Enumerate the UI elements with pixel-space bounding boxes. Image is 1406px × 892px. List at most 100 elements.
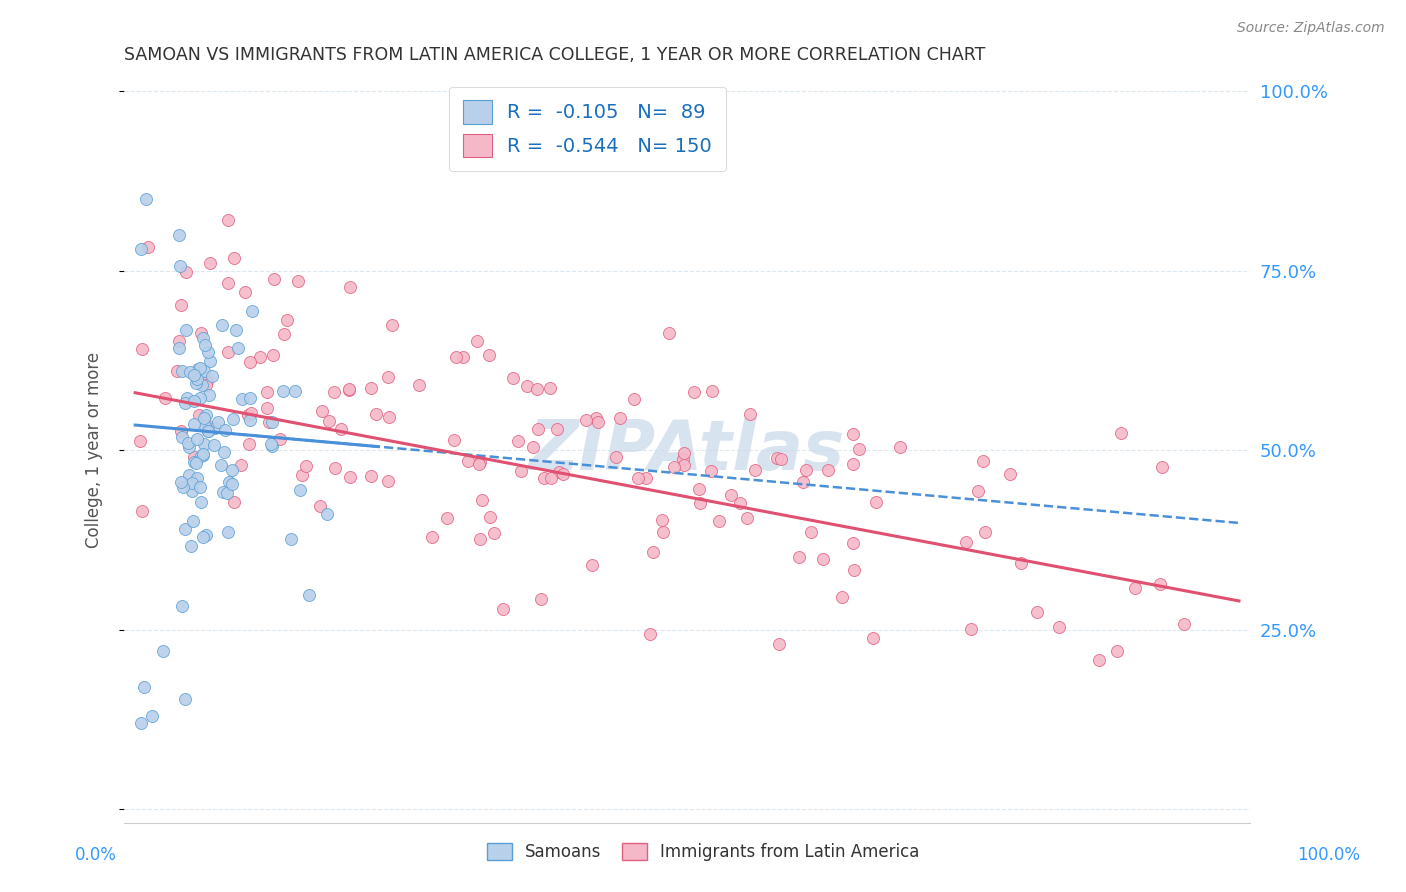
Point <box>585 411 607 425</box>
Point <box>509 464 531 478</box>
Point <box>744 463 766 477</box>
Point <box>173 396 195 410</box>
Point <box>817 462 839 476</box>
Point <box>172 599 194 614</box>
Point <box>204 420 226 434</box>
Point <box>177 436 200 450</box>
Point <box>288 483 311 498</box>
Point <box>492 602 515 616</box>
Point <box>187 408 209 422</box>
Point <box>180 539 202 553</box>
Point <box>533 471 555 485</box>
Point <box>738 407 761 421</box>
Point <box>339 470 361 484</box>
Point <box>188 480 211 494</box>
Point <box>197 418 219 433</box>
Point <box>443 433 465 447</box>
Point <box>446 351 468 365</box>
Point <box>848 442 870 457</box>
Point <box>197 344 219 359</box>
Point <box>467 334 489 348</box>
Point <box>311 404 333 418</box>
Point <box>484 525 506 540</box>
Point <box>315 508 337 522</box>
Point <box>260 436 283 450</box>
Point <box>673 458 696 473</box>
Point <box>683 385 706 400</box>
Point <box>298 588 321 602</box>
Point <box>636 471 658 485</box>
Point <box>207 415 229 429</box>
Point <box>239 392 262 406</box>
Point <box>167 334 190 348</box>
Point <box>470 455 492 469</box>
Point <box>132 680 155 694</box>
Point <box>195 408 218 422</box>
Point <box>193 437 215 451</box>
Point <box>170 475 193 489</box>
Point <box>190 449 212 463</box>
Point <box>658 326 681 341</box>
Point <box>974 524 997 539</box>
Point <box>186 432 208 446</box>
Point <box>502 370 524 384</box>
Point <box>249 350 271 364</box>
Point <box>198 388 221 402</box>
Point <box>183 417 205 431</box>
Point <box>831 590 853 604</box>
Point <box>530 591 553 606</box>
Point <box>471 492 494 507</box>
Point <box>553 467 575 481</box>
Point <box>323 460 346 475</box>
Y-axis label: College, 1 year or more: College, 1 year or more <box>86 352 103 549</box>
Point <box>588 415 610 429</box>
Point <box>194 418 217 433</box>
Point <box>720 488 742 502</box>
Point <box>546 422 568 436</box>
Point <box>169 259 191 273</box>
Point <box>260 440 283 454</box>
Point <box>1173 617 1195 632</box>
Point <box>141 708 163 723</box>
Point <box>276 312 298 326</box>
Point <box>193 447 215 461</box>
Point <box>280 533 302 547</box>
Point <box>262 415 284 429</box>
Point <box>309 499 332 513</box>
Point <box>651 524 673 539</box>
Point <box>129 716 152 731</box>
Point <box>135 192 157 206</box>
Point <box>239 355 262 369</box>
Point <box>766 451 789 466</box>
Point <box>1150 459 1173 474</box>
Point <box>318 414 340 428</box>
Point <box>173 522 195 536</box>
Point <box>339 383 361 397</box>
Point <box>193 364 215 378</box>
Text: SAMOAN VS IMMIGRANTS FROM LATIN AMERICA COLLEGE, 1 YEAR OR MORE CORRELATION CHAR: SAMOAN VS IMMIGRANTS FROM LATIN AMERICA … <box>124 46 986 64</box>
Point <box>609 410 631 425</box>
Point <box>191 331 214 345</box>
Point <box>457 454 479 468</box>
Point <box>238 437 260 451</box>
Point <box>195 378 218 392</box>
Point <box>186 470 208 484</box>
Point <box>231 392 253 406</box>
Point <box>190 326 212 341</box>
Point <box>1010 557 1032 571</box>
Point <box>183 368 205 383</box>
Point <box>842 457 865 471</box>
Point <box>623 392 645 407</box>
Point <box>128 434 150 449</box>
Point <box>222 411 245 425</box>
Point <box>226 342 249 356</box>
Point <box>1026 605 1049 619</box>
Point <box>256 401 278 415</box>
Point <box>238 408 260 422</box>
Point <box>229 458 252 472</box>
Point <box>506 434 529 448</box>
Point <box>688 482 710 496</box>
Point <box>575 412 598 426</box>
Point <box>862 631 884 645</box>
Point <box>548 465 571 479</box>
